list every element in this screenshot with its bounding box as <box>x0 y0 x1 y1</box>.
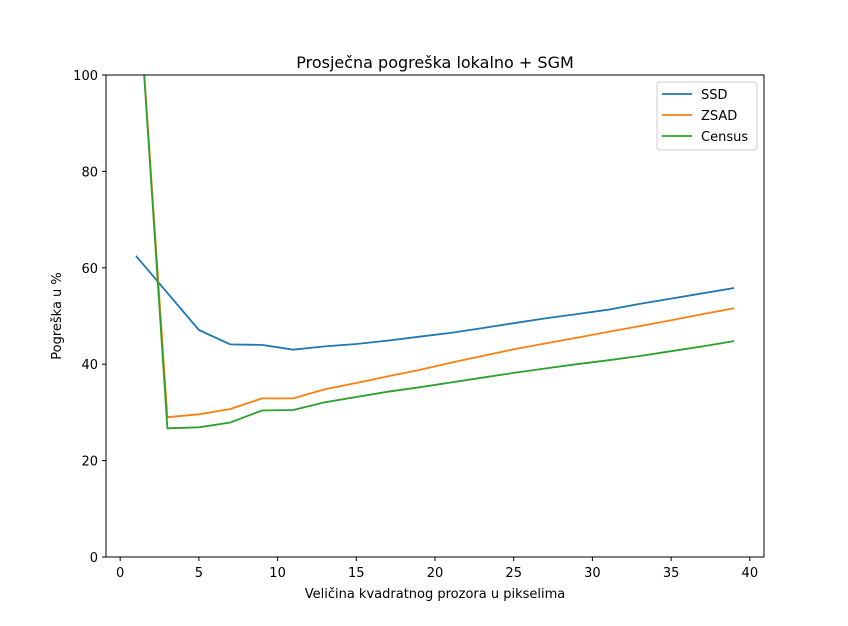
x-axis: 0 5 10 15 20 25 30 35 40 <box>116 557 758 581</box>
series-line-zsad <box>143 75 735 419</box>
x-tick-label: 40 <box>742 566 759 581</box>
x-tick-label: 10 <box>269 566 286 581</box>
y-axis-label: Pogreška u % <box>50 272 65 360</box>
x-tick-label: 0 <box>116 566 124 581</box>
x-tick-label: 5 <box>195 566 203 581</box>
x-tick-label: 15 <box>348 566 365 581</box>
y-tick-label: 100 <box>73 69 98 84</box>
chart-title: Prosječna pogreška lokalno + SGM <box>296 53 574 72</box>
series-line-census <box>143 75 735 430</box>
legend-label-ssd: SSD <box>701 88 728 103</box>
x-tick-label: 30 <box>584 566 601 581</box>
legend: SSD ZSAD Census <box>656 81 758 151</box>
y-tick-label: 40 <box>81 358 98 373</box>
x-axis-label: Veličina kvadratnog prozora u pikselima <box>305 587 566 602</box>
y-tick-label: 0 <box>90 551 98 566</box>
legend-box <box>656 81 758 151</box>
series-group <box>135 75 735 430</box>
y-tick-label: 60 <box>81 262 98 277</box>
y-tick-label: 80 <box>81 165 98 180</box>
series-line-ssd <box>135 255 735 351</box>
x-tick-label: 20 <box>427 566 444 581</box>
x-tick-label: 25 <box>505 566 522 581</box>
x-tick-label: 35 <box>663 566 680 581</box>
y-tick-label: 20 <box>81 455 98 470</box>
y-axis: 0 20 40 60 80 100 <box>73 69 106 566</box>
legend-label-zsad: ZSAD <box>701 109 737 124</box>
legend-label-census: Census <box>701 130 748 145</box>
